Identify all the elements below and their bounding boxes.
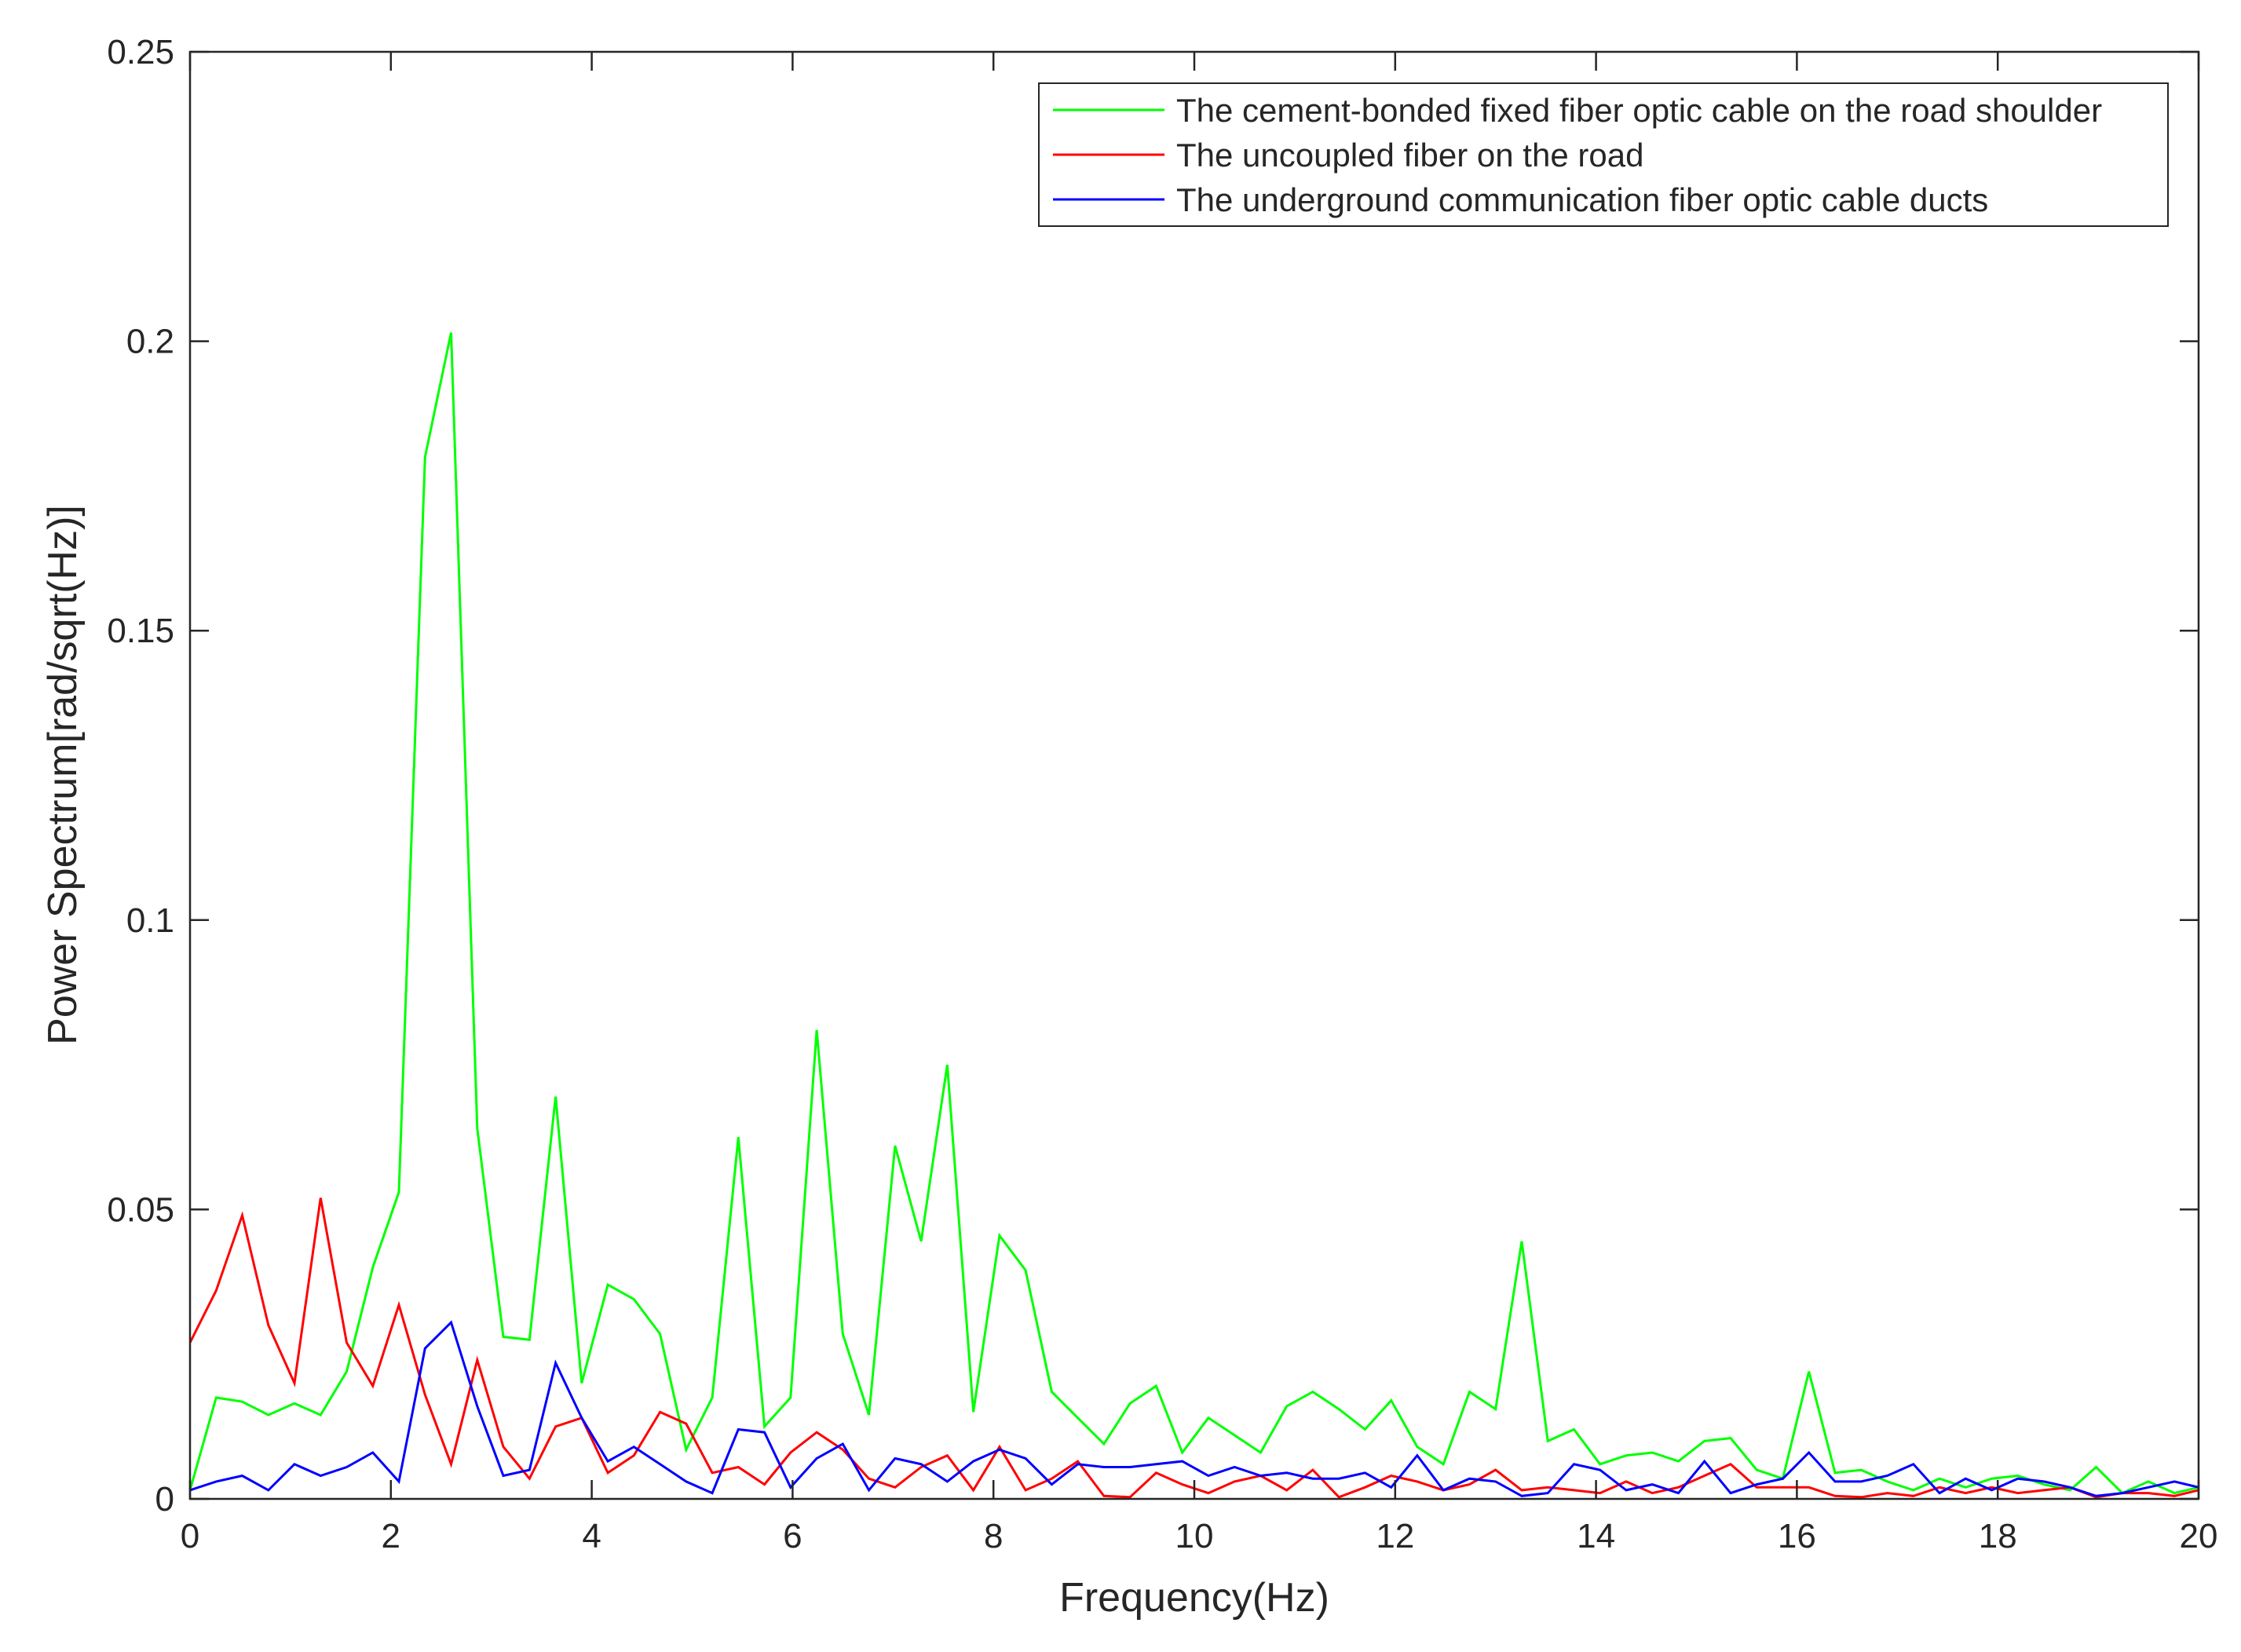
plot-area — [190, 52, 2199, 1499]
y-axis-title: Power Spectrum[rad/sqrt(Hz)] — [40, 505, 86, 1045]
y-tick-label: 0.05 — [107, 1190, 174, 1229]
y-tick-label: 0.1 — [126, 901, 174, 940]
x-axis-title: Frequency(Hz) — [1059, 1575, 1329, 1621]
x-tick-label: 8 — [984, 1517, 1003, 1555]
legend: The cement-bonded fixed fiber optic cabl… — [1038, 82, 2169, 227]
x-tick-label: 4 — [582, 1517, 601, 1555]
axes-layer: 0 2 4 6 8 10 12 14 16 18 20 0 0.05 0.1 0.15 0.2 0.25 — [107, 33, 2217, 1555]
y-tick-label: 0.15 — [107, 612, 174, 650]
legend-box — [1038, 82, 2169, 227]
legend-label-2: The uncoupled fiber on the road — [1176, 137, 1643, 174]
x-tick-label: 20 — [2180, 1517, 2218, 1555]
series-line-1 — [188, 332, 2199, 1495]
series-line-2 — [188, 1197, 2199, 1499]
x-tick-label: 2 — [382, 1517, 400, 1555]
x-tick-label: 10 — [1175, 1517, 1214, 1555]
y-tick-label: 0.25 — [107, 33, 174, 71]
y-tick-label: 0.2 — [126, 323, 174, 361]
y-tick-label: 0 — [155, 1480, 174, 1519]
x-tick-label: 12 — [1376, 1517, 1414, 1555]
legend-label-1: The cement-bonded fixed fiber optic cabl… — [1176, 92, 2102, 129]
legend-label-3: The underground communication fiber opti… — [1176, 181, 1988, 218]
x-tick-label: 14 — [1577, 1517, 1615, 1555]
x-tick-label: 18 — [1979, 1517, 2017, 1555]
series-line-3 — [189, 1320, 2199, 1497]
x-tick-label: 0 — [181, 1517, 199, 1555]
series-layer — [188, 332, 2199, 1499]
x-tick-label: 16 — [1778, 1517, 1816, 1555]
x-tick-label: 6 — [783, 1517, 802, 1555]
